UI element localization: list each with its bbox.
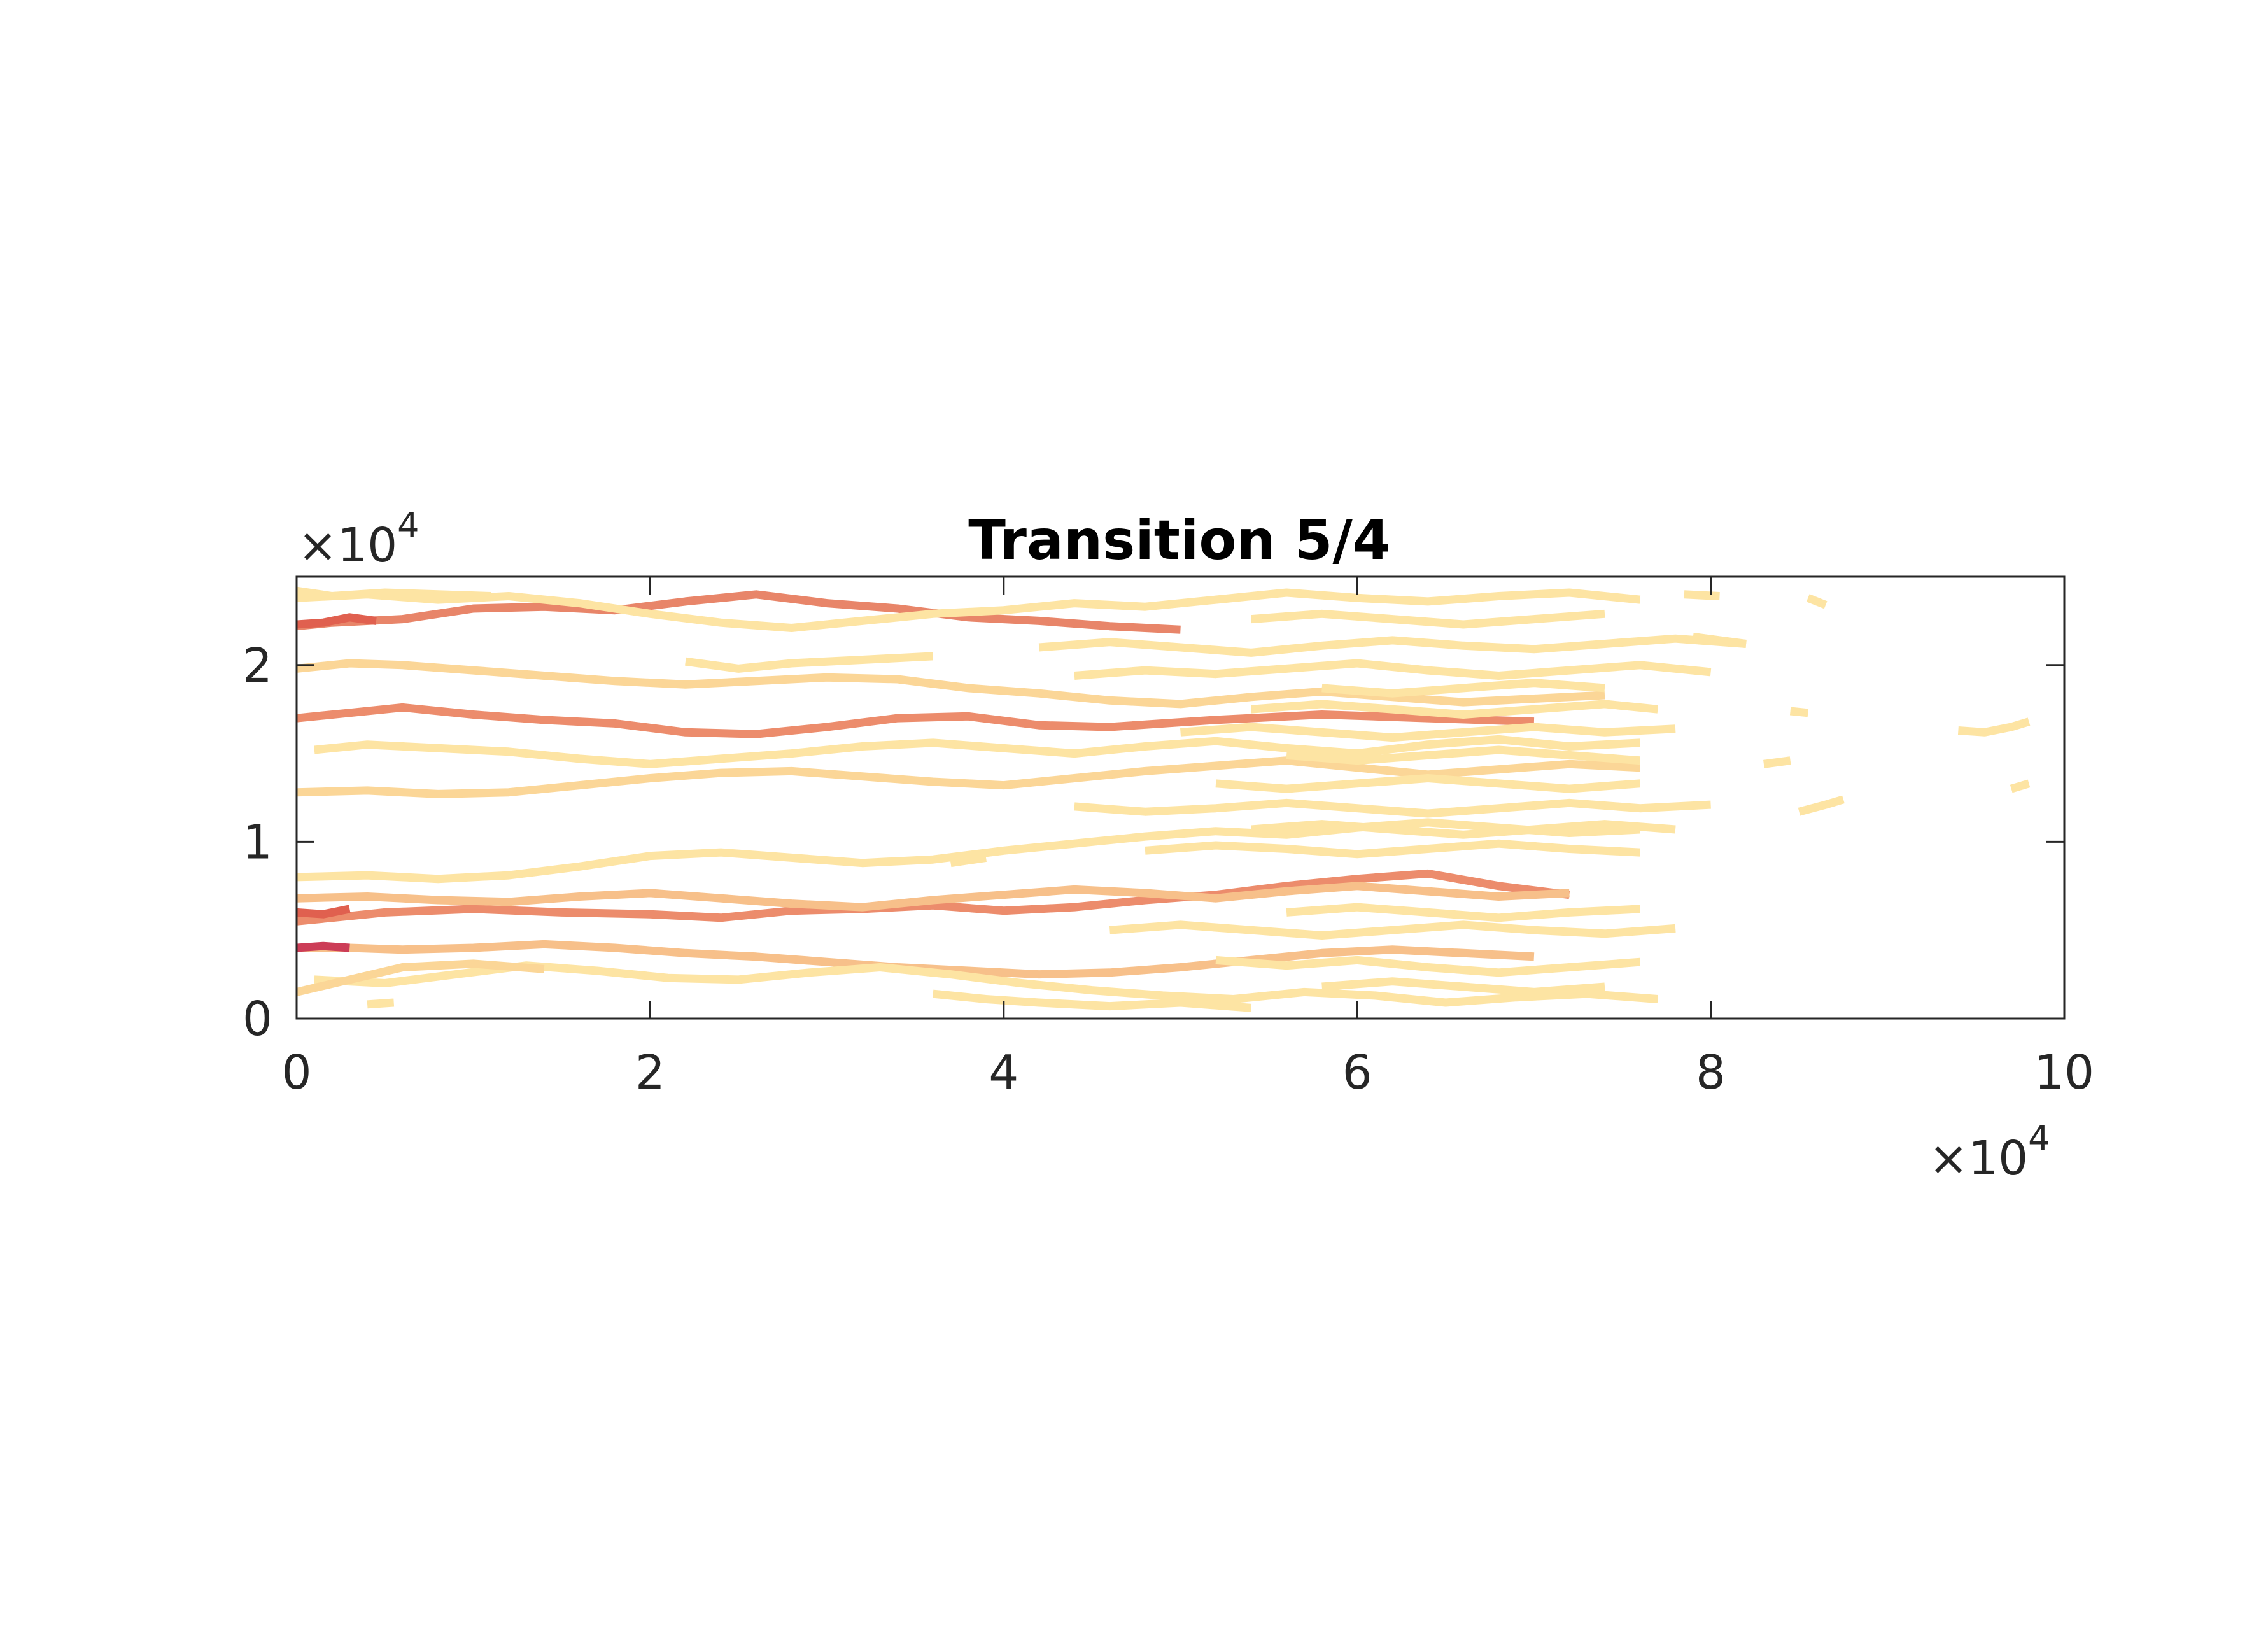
series-line-track-1 xyxy=(297,590,1181,634)
series-line-track-12 xyxy=(1038,634,1747,657)
series-line-track-31 xyxy=(1798,795,1845,816)
series-line-track-42 xyxy=(297,613,377,629)
series-line-track-15 xyxy=(1109,920,1676,940)
series-line-track-43 xyxy=(297,905,351,919)
series-line-track-2 xyxy=(297,703,1535,738)
x-tick-label-2: 2 xyxy=(635,1045,665,1100)
series-line-track-8 xyxy=(297,588,1641,632)
series-line-track-11 xyxy=(297,882,1570,912)
series-line-track-40 xyxy=(950,853,987,868)
series-line-track-19 xyxy=(1215,955,1640,977)
series-line-track-13 xyxy=(1074,659,1712,680)
series-line-track-24 xyxy=(1286,903,1640,922)
axes-frame xyxy=(295,575,2066,1020)
x-exponent-label: ×104 xyxy=(1929,1118,2050,1186)
series-line-track-5 xyxy=(297,756,1640,798)
series-line-track-17 xyxy=(1180,723,1676,742)
series-line-track-14 xyxy=(1074,798,1711,818)
series-line-track-16 xyxy=(1145,839,1640,859)
y-tick-label-1: 1 xyxy=(243,815,272,870)
series-line-track-34 xyxy=(1763,756,1791,768)
plot-area xyxy=(297,586,2031,1012)
series-line-track-30 xyxy=(685,652,934,673)
series-line-track-6 xyxy=(297,818,1640,884)
chart-title: Transition 5/4 xyxy=(968,509,1390,572)
series-line-track-21 xyxy=(1251,700,1658,719)
series-line-track-32 xyxy=(1957,717,2031,737)
series-line-track-39 xyxy=(367,998,395,1009)
series-line-track-27 xyxy=(297,959,545,996)
series-line-track-3 xyxy=(297,869,1570,926)
series-line-track-9 xyxy=(314,735,1640,768)
series-line-track-18 xyxy=(1215,774,1640,793)
series-line-track-22 xyxy=(1251,820,1676,839)
series-line-track-23 xyxy=(1286,745,1640,765)
y-exponent-label: ×104 xyxy=(298,505,419,573)
series-line-track-25 xyxy=(1321,679,1605,698)
y-tick-label-0: 0 xyxy=(243,992,272,1047)
x-tick-label-10: 10 xyxy=(2034,1045,2094,1100)
x-tick-label-0: 0 xyxy=(281,1045,311,1100)
series-line-track-26 xyxy=(1321,977,1605,996)
series-line-track-28 xyxy=(297,586,491,600)
x-tick-label-4: 4 xyxy=(989,1045,1018,1100)
series-line-track-36 xyxy=(1806,594,1828,609)
x-tick-label-8: 8 xyxy=(1696,1045,1726,1100)
series-line-track-33 xyxy=(2010,779,2031,793)
series-line-track-35 xyxy=(1789,707,1808,717)
x-tick-label-6: 6 xyxy=(1342,1045,1372,1100)
series-line-track-20 xyxy=(1251,609,1605,629)
series-line-track-41 xyxy=(297,941,350,952)
series-line-track-37 xyxy=(1684,590,1720,600)
series-line-track-29 xyxy=(933,989,1252,1012)
axes: 0 2 4 6 8 10 0 1 2 xyxy=(243,575,2094,1100)
y-tick-label-2: 2 xyxy=(243,638,272,693)
series-line-track-38 xyxy=(1692,632,1747,648)
